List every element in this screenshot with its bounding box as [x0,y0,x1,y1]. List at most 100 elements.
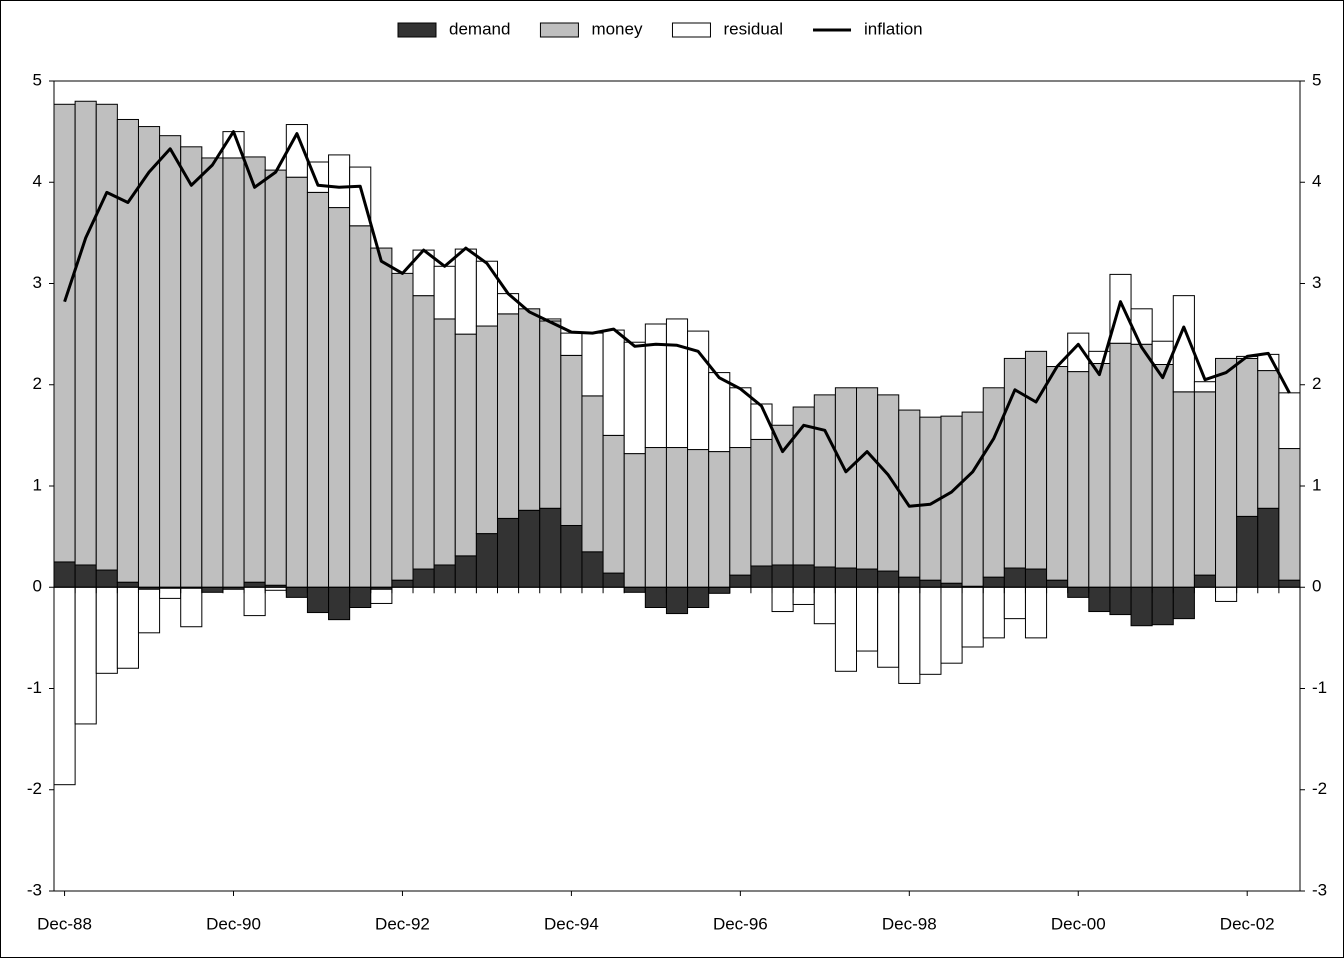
bar-segment [982,576,1005,588]
bar-segment [940,586,963,664]
bar-segment [370,588,393,604]
bar-segment [834,387,858,569]
bar-segment [1046,579,1069,588]
bar-segment [898,576,921,588]
bar-segment [813,394,836,568]
bar-segment [53,561,76,588]
bar-segment [560,332,583,356]
bar-segment [1236,515,1259,588]
y-tick-label: 2 [33,374,42,393]
bar-segment [665,318,689,449]
y-tick-label: 4 [33,172,42,191]
bar-segment [180,146,203,588]
y-tick-label: -1 [27,678,42,697]
x-tick-label: Dec-94 [544,914,599,933]
bar-segment [222,157,245,588]
x-tick-label: Dec-90 [206,914,261,933]
bar-segment [877,394,900,572]
bar-segment [306,191,330,588]
y2-tick-label: 4 [1312,172,1321,191]
bar-segment [1109,586,1132,616]
bar-segment [1236,357,1259,517]
bar-segment [792,564,815,588]
bar-segment [644,323,667,449]
bar-segment [1067,586,1090,598]
bar-segment [1130,308,1153,345]
bar-segment [74,586,97,725]
bar-segment [623,341,646,455]
bar-segment [53,103,76,563]
bar-segment [982,586,1005,639]
legend-label: inflation [864,19,923,38]
bar-segment [940,415,963,584]
bar-segment [792,586,815,605]
bar-segment [856,568,879,588]
bar-segment [285,176,308,588]
bar-segment [1215,357,1238,588]
bar-segment [412,295,435,570]
bar-segment [687,449,710,588]
bar-segment [623,586,646,593]
bar-segment [602,329,625,436]
bar-segment [370,247,393,588]
bar-segment [475,533,498,588]
bar-segment [1278,448,1301,581]
bar-segment [1088,586,1111,613]
bar-segment [729,574,752,588]
bar-segment [1024,568,1048,588]
bar-segment [496,293,520,315]
bar-segment [539,507,562,588]
bar-segment [496,313,520,519]
bar-segment [1088,362,1111,588]
bar-segment [665,586,689,615]
bar-segment [877,570,900,588]
legend-swatch [671,22,711,38]
bar-segment [328,207,351,588]
bar-segment [454,555,477,588]
bar-segment [581,332,604,397]
bar-segment [1151,364,1174,588]
bar-segment [95,586,118,674]
bar-segment [919,579,942,588]
bar-segment [1024,350,1048,570]
bar-segment [834,586,858,672]
bar-segment [581,551,604,588]
bar-segment [201,157,224,588]
bar-segment [454,333,477,557]
bar-segment [243,586,266,617]
bar-segment [961,586,984,648]
bar-segment [137,126,161,588]
bar-segment [518,509,541,588]
y2-tick-label: 2 [1312,374,1321,393]
x-tick-label: Dec-92 [375,914,430,933]
bar-segment [349,225,372,588]
bar-segment [137,588,161,634]
bar-segment [750,565,773,588]
bar-segment [412,568,435,588]
bar-segment [349,166,372,227]
bar-segment [623,453,646,588]
bar-segment [919,586,942,675]
y-tick-label: -2 [27,779,42,798]
y-tick-label: 0 [33,577,42,596]
bar-segment [539,320,562,509]
bar-segment [898,586,921,684]
legend-swatch [539,22,579,38]
bar-segment [454,248,477,335]
y-tick-label: 1 [33,475,42,494]
bar-segment [496,517,520,588]
bar-segment [116,586,139,669]
bar-segment [771,586,794,613]
bar-segment [687,586,710,608]
legend-label: residual [723,19,783,38]
y2-tick-label: -3 [1312,880,1327,899]
bar-segment [1024,586,1048,639]
bar-segment [391,579,414,588]
bar-segment [1003,567,1026,588]
bar-segment [243,581,266,588]
bar-segment [74,564,97,588]
bar-segment [243,156,266,583]
bar-segment [834,567,858,588]
bar-segment [518,308,541,511]
